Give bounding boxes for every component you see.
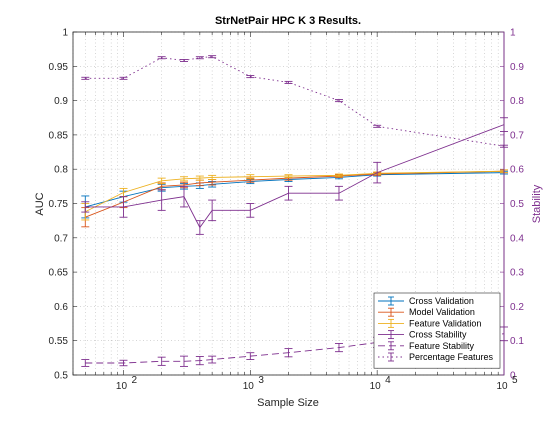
y-tick-label-right: 0.1 (510, 336, 524, 347)
legend-label-model-validation: Model Validation (409, 307, 475, 317)
legend-label-percentage-features: Percentage Features (409, 352, 494, 362)
legend-label-feature-stability: Feature Stability (409, 341, 475, 351)
x-tick-label: 10 (243, 381, 255, 392)
x-tick-label: 10 (370, 381, 382, 392)
series-line-percentage-features (85, 56, 505, 147)
y-tick-label-right: 0.8 (510, 96, 524, 107)
y-tick-label-left: 0.85 (49, 130, 69, 141)
legend-box (373, 292, 501, 369)
x-tick-label-exponent: 3 (258, 375, 264, 386)
y-tick-label-right: 0.2 (510, 302, 524, 313)
x-axis-title: Sample Size (257, 397, 319, 409)
y-tick-label-right: 0.7 (510, 130, 524, 141)
y-tick-label-left: 0.55 (49, 336, 69, 347)
legend-label-cross-stability: Cross Stability (409, 330, 467, 340)
y-tick-label-left: 0.95 (49, 62, 69, 73)
y-tick-label-right: 0 (510, 371, 516, 382)
y-axis-title-left: AUC (34, 192, 46, 215)
y-tick-label-right: 0.4 (510, 233, 524, 244)
x-tick-label-exponent: 5 (512, 375, 518, 386)
y-tick-label-left: 1 (62, 28, 68, 39)
y-tick-label-left: 0.7 (54, 233, 68, 244)
x-tick-label-exponent: 4 (385, 375, 391, 386)
y-tick-label-right: 0.6 (510, 165, 524, 176)
y-tick-label-left: 0.9 (54, 96, 68, 107)
y-tick-label-right: 0.9 (510, 62, 524, 73)
y-tick-label-left: 0.8 (54, 165, 68, 176)
y-tick-label-left: 0.6 (54, 302, 68, 313)
legend-label-cross-validation: Cross Validation (409, 296, 474, 306)
y-axis-title-right: Stability (531, 184, 543, 223)
x-tick-label: 10 (116, 381, 128, 392)
axes: 0.50.550.60.650.70.750.80.850.90.95100.1… (49, 28, 525, 393)
legend-label-feature-validation: Feature Validation (409, 318, 481, 328)
y-tick-label-right: 0.3 (510, 268, 524, 279)
y-tick-label-right: 0.5 (510, 199, 524, 210)
chart-title: StrNetPair HPC K 3 Results. (215, 15, 361, 27)
y-tick-label-left: 0.65 (49, 268, 69, 279)
x-tick-label-exponent: 2 (131, 375, 137, 386)
y-tick-label-left: 0.5 (54, 371, 68, 382)
y-tick-label-right: 1 (510, 28, 516, 39)
x-tick-label: 10 (496, 381, 508, 392)
series-line-model-validation (85, 170, 505, 218)
y-tick-label-left: 0.75 (49, 199, 69, 210)
